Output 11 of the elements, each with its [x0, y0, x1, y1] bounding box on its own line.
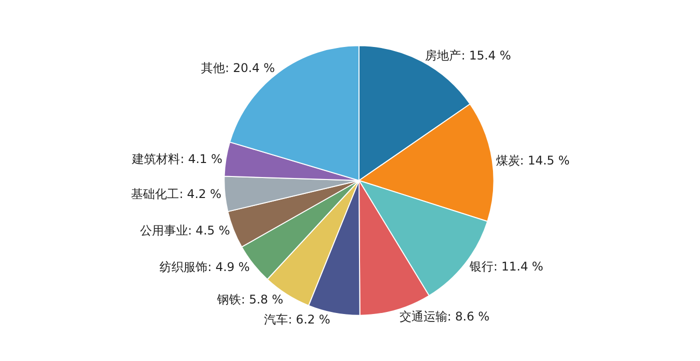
slice-label: 基础化工: 4.2 % — [131, 187, 222, 202]
slice-label: 纺织服饰: 4.9 % — [160, 260, 250, 274]
slice-label: 房地产: 15.4 % — [425, 48, 512, 63]
slice-label: 其他: 20.4 % — [201, 60, 275, 75]
slice-label: 银行: 11.4 % — [468, 259, 544, 274]
slice-label: 汽车: 6.2 % — [264, 312, 330, 327]
slice-label: 煤炭: 14.5 % — [496, 154, 570, 168]
slice-label: 钢铁: 5.8 % — [216, 292, 284, 306]
slice-label: 交通运输: 8.6 % — [399, 310, 490, 324]
slice-label: 建筑材料: 4.1 % — [131, 152, 222, 166]
slice-label: 公用事业: 4.5 % — [140, 224, 230, 238]
